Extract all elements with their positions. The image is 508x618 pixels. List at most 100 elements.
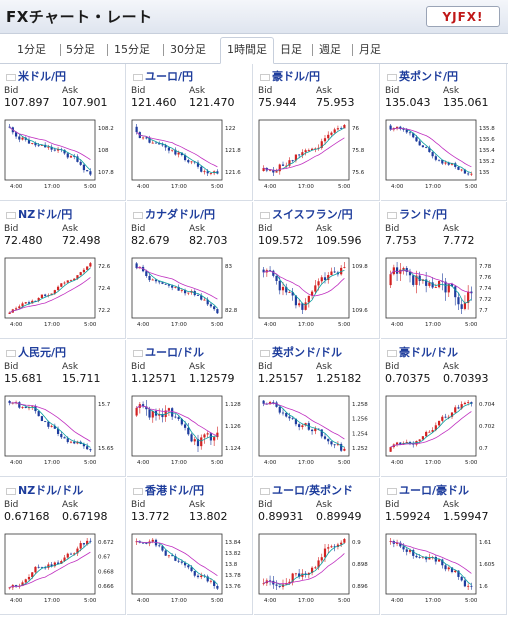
pair-cell[interactable]: NZドル/円 Bid Ask 72.480 72.498 72.6 72.4 72.2 4:00… [0, 202, 126, 339]
pair-name[interactable]: 英ポンド/円 [387, 68, 458, 84]
long-moving-average-line [136, 131, 218, 168]
x-tick-label: 17:00 [425, 322, 441, 328]
candlestick-chart[interactable]: 7.78 7.76 7.74 7.72 7.7 4:00 17:00 5:00 [384, 254, 504, 336]
pair-cell[interactable]: カナダドル/円 Bid Ask 82.679 82.703 83 82.8 4:00 17:00… [127, 202, 253, 339]
candlestick-chart[interactable]: 0.9 0.898 0.896 4:00 17:00 5:00 [257, 530, 377, 612]
pair-name[interactable]: 米ドル/円 [6, 68, 66, 84]
ask-label: Ask [316, 224, 333, 234]
candle-body [278, 280, 281, 291]
candle-body [171, 285, 174, 288]
candlestick-chart[interactable]: 109.8 109.6 4:00 17:00 5:00 [257, 254, 377, 336]
y-tick-label: 0.7 [479, 446, 488, 452]
tab-monthly[interactable]: 月足 [359, 43, 381, 56]
candle-body [441, 159, 444, 164]
bid-value: 1.59924 [385, 510, 431, 523]
pair-name[interactable]: ランド/円 [387, 206, 447, 222]
pair-name[interactable]: 豪ドル/円 [260, 68, 320, 84]
candle-body [76, 156, 79, 162]
candlestick-chart[interactable]: 108.2 108 107.8 4:00 17:00 5:00 [3, 116, 123, 198]
candle-body [340, 542, 343, 545]
pair-name[interactable]: 豪ドル/ドル [387, 344, 458, 360]
tab-30min[interactable]: 30分足 [170, 43, 206, 56]
candlestick-chart[interactable]: 1.61 1.605 1.6 4:00 17:00 5:00 [384, 530, 504, 612]
candlestick-chart[interactable]: 1.128 1.126 1.124 4:00 17:00 5:00 [130, 392, 250, 474]
candlestick-chart[interactable]: 13.84 13.82 13.8 13.78 13.76 4:00 17:00 5:00 [130, 530, 250, 612]
pair-cell[interactable]: ランド/円 Bid Ask 7.753 7.772 7.78 7.76 7.74 7.72 7.7… [381, 202, 507, 339]
pair-name[interactable]: カナダドル/円 [133, 206, 215, 222]
pair-cell[interactable]: 香港ドル/円 Bid Ask 13.772 13.802 13.84 13.82 13.8 13… [127, 478, 253, 615]
candlestick-chart[interactable]: 0.704 0.702 0.7 4:00 17:00 5:00 [384, 392, 504, 474]
candle-body [213, 580, 216, 586]
y-tick-label: 0.67 [98, 555, 111, 561]
candle-body [425, 431, 428, 437]
candle-body [460, 404, 463, 409]
pair-name[interactable]: 香港ドル/円 [133, 482, 204, 498]
pair-cell[interactable]: 英ポンド/円 Bid Ask 135.043 135.061 135.8 135.6 135.… [381, 64, 507, 201]
candlestick-chart[interactable]: 135.8 135.6 135.4 135.2 135 4:00 17:00 5:00 [384, 116, 504, 198]
pair-cell[interactable]: ユーロ/ドル Bid Ask 1.12571 1.12579 1.128 1.126 1.12… [127, 340, 253, 477]
candle-body [278, 585, 281, 587]
candle-body [330, 271, 333, 276]
pair-name[interactable]: NZドル/ドル [6, 482, 83, 498]
pair-name[interactable]: ユーロ/英ポンド [260, 482, 353, 498]
short-moving-average-line [9, 542, 91, 588]
pair-label: 豪ドル/ドル [399, 346, 459, 359]
candle-body [262, 269, 265, 273]
timeframe-tabs: 1分足 5分足 15分足 30分足 1時間足 日足 週足 月足 [0, 34, 508, 64]
candlestick-chart[interactable]: 1.258 1.256 1.254 1.252 4:00 17:00 5:00 [257, 392, 377, 474]
tab-weekly[interactable]: 週足 [319, 43, 341, 56]
pair-cell[interactable]: 米ドル/円 Bid Ask 107.897 107.901 108.2 108 107.8 4:… [0, 64, 126, 201]
candlestick-chart[interactable]: 76 75.8 75.6 4:00 17:00 5:00 [257, 116, 377, 198]
candle-body [304, 302, 307, 310]
y-tick-label: 75.8 [352, 148, 365, 154]
pair-name[interactable]: 英ポンド/ドル [260, 344, 342, 360]
plot-frame [258, 533, 350, 595]
candle-body [336, 544, 340, 547]
x-tick-label: 17:00 [298, 460, 314, 466]
gb-flag-icon [260, 349, 270, 357]
short-moving-average-line [136, 405, 218, 442]
logo-text: YJFX! [442, 9, 484, 24]
short-moving-average-line [390, 402, 472, 448]
candle-body [177, 152, 180, 155]
pair-name[interactable]: スイスフラン/円 [260, 206, 353, 222]
candle-body [437, 280, 441, 288]
pair-name[interactable]: NZドル/円 [6, 206, 72, 222]
pair-cell[interactable]: NZドル/ドル Bid Ask 0.67168 0.67198 0.672 0.67 0.66… [0, 478, 126, 615]
candlestick-chart[interactable]: 72.6 72.4 72.2 4:00 17:00 5:00 [3, 254, 123, 336]
candlestick-chart[interactable]: 15.7 15.65 4:00 17:00 5:00 [3, 392, 123, 474]
pair-cell[interactable]: ユーロ/英ポンド Bid Ask 0.89931 0.89949 0.9 0.898 0.89… [254, 478, 380, 615]
ask-label: Ask [443, 362, 460, 372]
candle-body [8, 400, 11, 404]
pair-name[interactable]: 人民元/円 [6, 344, 66, 360]
pair-name[interactable]: ユーロ/円 [133, 68, 193, 84]
candle-body [460, 304, 463, 309]
candle-body [151, 539, 154, 542]
pair-cell[interactable]: スイスフラン/円 Bid Ask 109.572 109.596 109.8 109.6 4:… [254, 202, 380, 339]
pair-name[interactable]: ユーロ/ドル [133, 344, 204, 360]
candlestick-chart[interactable]: 0.672 0.67 0.668 0.666 4:00 17:00 5:00 [3, 530, 123, 612]
candle-body [447, 567, 450, 570]
pair-cell[interactable]: ユーロ/豪ドル Bid Ask 1.59924 1.59947 1.61 1.605 1.6 4… [381, 478, 507, 615]
x-tick-label: 17:00 [425, 184, 441, 190]
ask-value: 72.498 [62, 234, 101, 247]
tab-1hour[interactable]: 1時間足 [220, 37, 274, 64]
pair-cell[interactable]: 英ポンド/ドル Bid Ask 1.25157 1.25182 1.258 1.256 1.2… [254, 340, 380, 477]
pair-name[interactable]: ユーロ/豪ドル [387, 482, 469, 498]
pair-cell[interactable]: 人民元/円 Bid Ask 15.681 15.711 15.7 15.65 4:00 17:0… [0, 340, 126, 477]
candlestick-chart[interactable]: 122 121.8 121.6 4:00 17:00 5:00 [130, 116, 250, 198]
candlestick-chart[interactable]: 83 82.8 4:00 17:00 5:00 [130, 254, 250, 336]
tab-1min[interactable]: 1分足 [17, 43, 46, 56]
pair-cell[interactable]: 豪ドル/円 Bid Ask 75.944 75.953 76 75.8 75.6 4:00 17:… [254, 64, 380, 201]
tab-5min[interactable]: 5分足 [66, 43, 95, 56]
yjfx-logo[interactable]: YJFX! [426, 6, 500, 27]
y-tick-label: 1.254 [352, 431, 368, 437]
pair-cell[interactable]: 豪ドル/ドル Bid Ask 0.70375 0.70393 0.704 0.702 0.7 4… [381, 340, 507, 477]
candle-body [395, 126, 399, 128]
candle-body [450, 412, 454, 417]
candle-body [145, 271, 148, 276]
tab-daily[interactable]: 日足 [280, 43, 302, 56]
plot-frame [131, 257, 223, 319]
tab-15min[interactable]: 15分足 [114, 43, 150, 56]
pair-cell[interactable]: ユーロ/円 Bid Ask 121.460 121.470 122 121.8 121.6 4:… [127, 64, 253, 201]
